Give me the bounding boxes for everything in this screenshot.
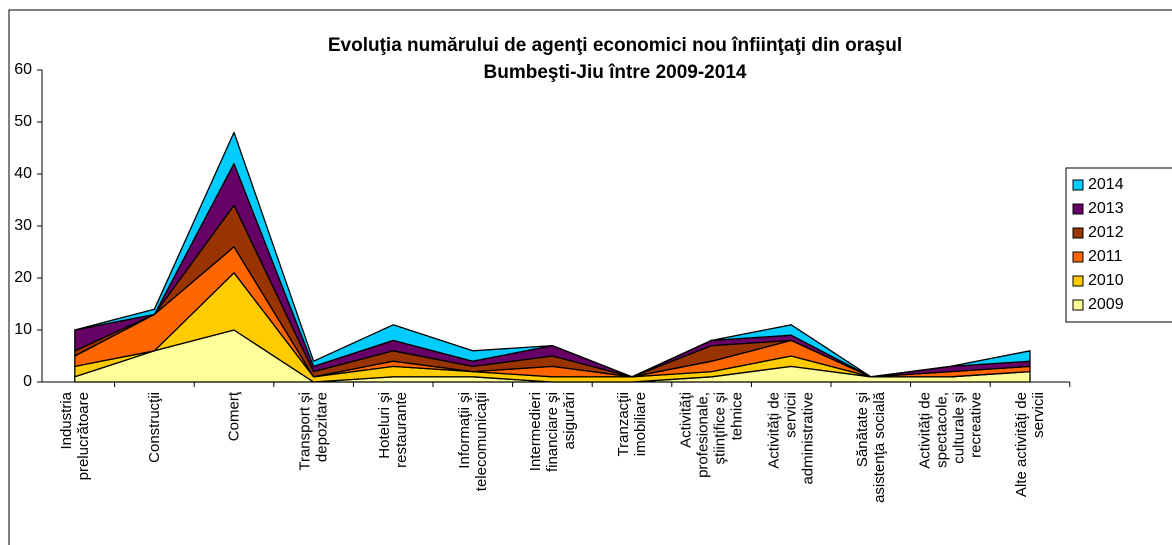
x-tick-label: Alte activităţi de servicii	[1013, 392, 1047, 498]
x-tick-label: Intermedieri financiare şi asigurări	[526, 392, 578, 473]
x-tick-label: Informaţii şi telecomunicaţii	[455, 392, 490, 492]
legend-swatch	[1072, 203, 1084, 215]
legend-swatch	[1072, 299, 1084, 311]
x-tick-label: Tranzacţii imobiliare	[615, 392, 649, 457]
y-tick-label: 50	[14, 113, 32, 130]
legend-label: 2014	[1088, 176, 1124, 193]
x-tick-label: Comerţ	[225, 392, 243, 442]
legend-label: 2011	[1088, 248, 1123, 265]
legend-swatch	[1072, 275, 1084, 287]
x-tick-label: Sănătate şi asistenţa socială	[853, 392, 888, 503]
legend-swatch	[1072, 179, 1084, 191]
x-tick-label: Industria prelucrătoare	[57, 392, 92, 481]
y-tick-label: 60	[14, 61, 32, 78]
x-tick-label: Activităţi de servicii administrative	[765, 392, 817, 485]
y-tick-label: 40	[14, 165, 32, 182]
chart-title: Evoluţia numărului de agenţi economici n…	[327, 35, 903, 83]
legend-label: 2013	[1088, 200, 1124, 217]
x-tick-label: Activităţi de spectacole, culturale şi r…	[916, 392, 985, 469]
legend-label: 2010	[1088, 272, 1124, 289]
x-tick-label: Activităţi profesionale, ştiinţifice şi …	[677, 392, 746, 478]
legend-swatch	[1072, 251, 1084, 263]
y-tick-label: 0	[23, 373, 32, 390]
x-tick-label: Transport şi depozitare	[296, 392, 331, 471]
legend-label: 2009	[1088, 296, 1124, 313]
x-tick-label: Hoteluri şi restaurante	[376, 392, 411, 468]
area	[74, 131, 1031, 378]
chart-border	[8, 9, 1172, 545]
legend-box	[1065, 167, 1172, 323]
y-tick-label: 30	[14, 217, 32, 234]
y-tick-label: 20	[14, 269, 32, 286]
y-tick-label: 10	[14, 321, 32, 338]
x-tick-label: Construcţii	[145, 392, 163, 463]
legend-swatch	[1072, 227, 1084, 239]
legend-label: 2012	[1088, 224, 1124, 241]
